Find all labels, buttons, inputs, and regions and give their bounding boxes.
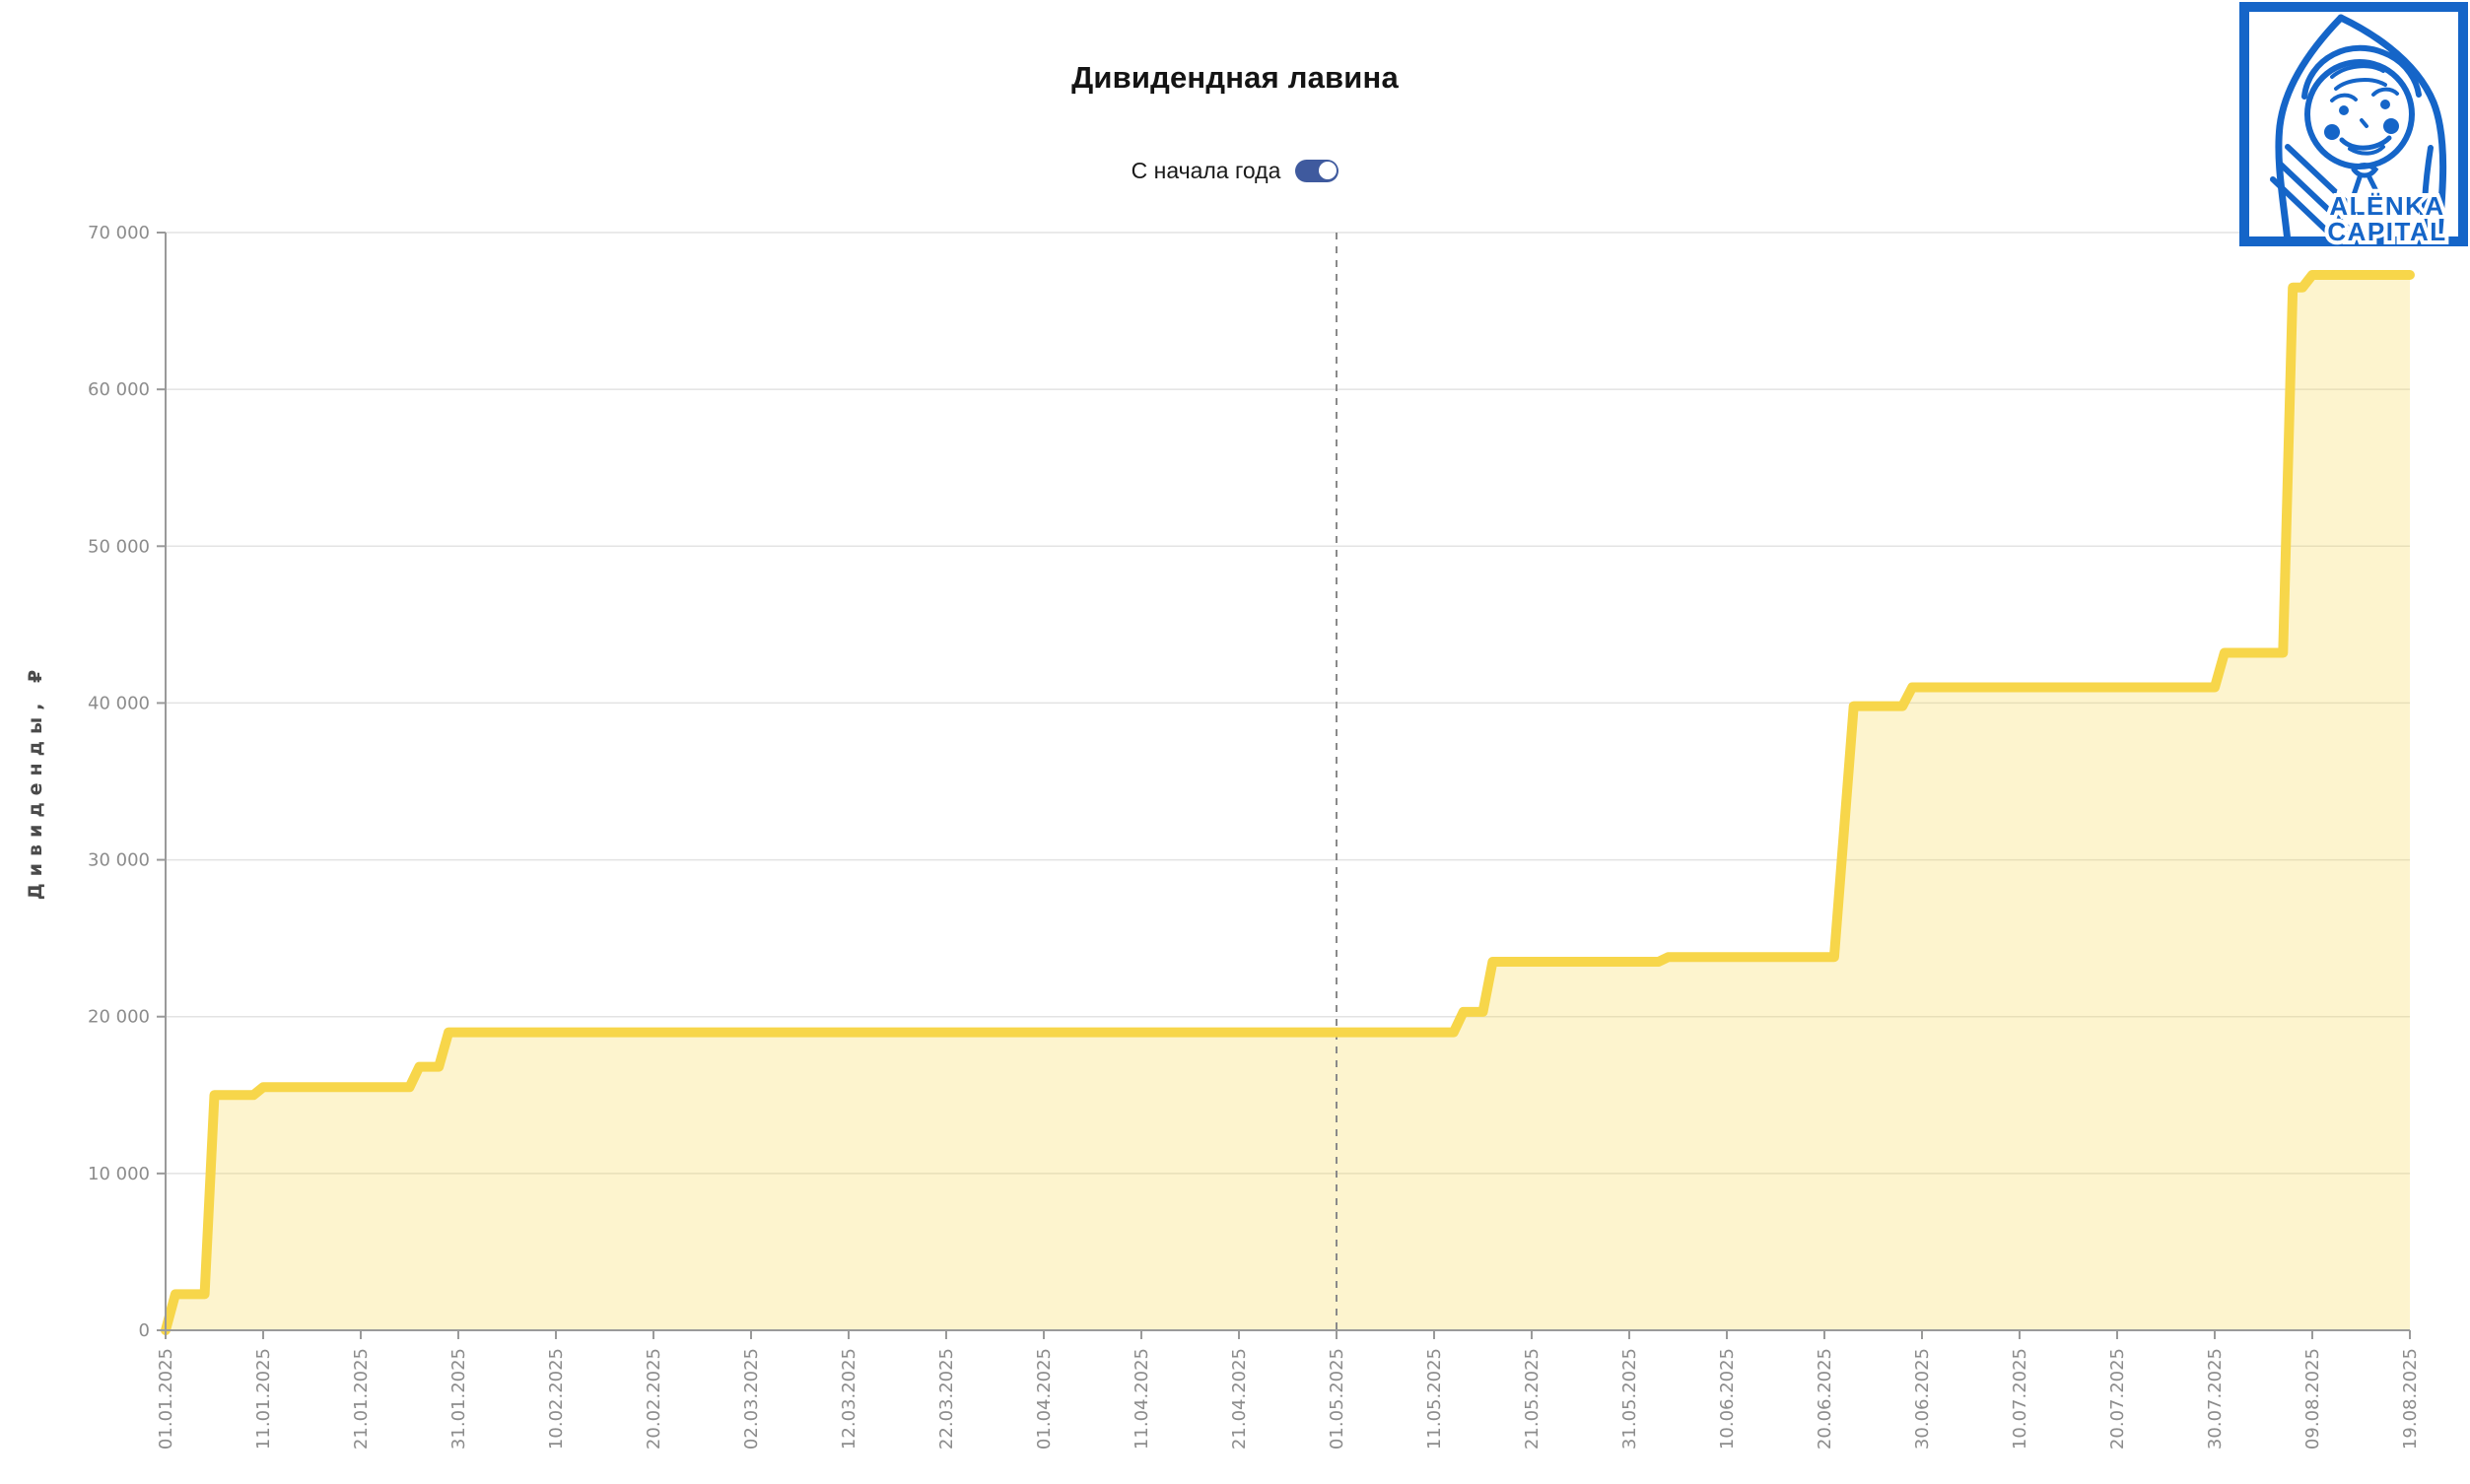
y-tick-label: 40 000 [88,693,150,713]
x-tick-label: 20.02.2025 [644,1348,664,1450]
y-tick-label: 70 000 [88,223,150,243]
ytd-toggle-switch[interactable] [1295,159,1339,182]
x-tick-label: 10.07.2025 [2010,1348,2030,1450]
x-tick-label: 09.08.2025 [2302,1348,2323,1450]
x-tick-label: 01.04.2025 [1034,1348,1055,1450]
x-tick-label: 10.02.2025 [546,1348,567,1450]
x-tick-label: 11.01.2025 [253,1348,274,1450]
x-tick-label: 20.06.2025 [1815,1348,1835,1450]
toggle-label: С начала года [1131,157,1281,183]
x-tick-label: 20.07.2025 [2107,1348,2128,1450]
y-tick-label: 0 [139,1320,150,1341]
x-tick-label: 31.05.2025 [1619,1348,1640,1450]
x-tick-label: 30.07.2025 [2205,1348,2226,1450]
series-line [161,270,2415,1335]
y-tick-label: 30 000 [88,850,150,871]
logo-text-line2: CAPITAL [2327,217,2446,246]
x-tick-label: 01.05.2025 [1327,1348,1347,1450]
logo-text-line1: ALËNKA [2329,191,2444,221]
y-tick-label: 20 000 [88,1007,150,1028]
alenka-capital-logo: ALËNKA CAPITAL [2239,2,2468,246]
toggle-knob-icon [1318,162,1337,179]
y-tick-label: 60 000 [88,379,150,400]
x-tick-label: 31.01.2025 [448,1348,469,1450]
x-tick-label: 02.03.2025 [741,1348,762,1450]
x-tick-label: 21.04.2025 [1229,1348,1250,1450]
y-axis-title: Дивиденды, ₽ [25,663,46,901]
y-tick-label: 50 000 [88,536,150,557]
x-tick-label: 11.04.2025 [1132,1348,1152,1450]
x-tick-label: 01.01.2025 [156,1348,176,1450]
y-tick-label: 10 000 [88,1164,150,1184]
series-area [166,275,2410,1330]
x-tick-label: 30.06.2025 [1912,1348,1933,1450]
x-tick-label: 12.03.2025 [839,1348,859,1450]
x-tick-label: 10.06.2025 [1717,1348,1738,1450]
x-tick-label: 11.05.2025 [1424,1348,1445,1450]
page-title: Дивидендная лавина [1071,60,1399,95]
x-tick-label: 21.05.2025 [1522,1348,1543,1450]
x-tick-label: 21.01.2025 [351,1348,372,1450]
period-toggle-row: С начала года [0,158,2470,183]
x-tick-label: 19.08.2025 [2400,1348,2421,1450]
matryoshka-icon [2270,14,2447,245]
x-tick-label: 22.03.2025 [936,1348,957,1450]
